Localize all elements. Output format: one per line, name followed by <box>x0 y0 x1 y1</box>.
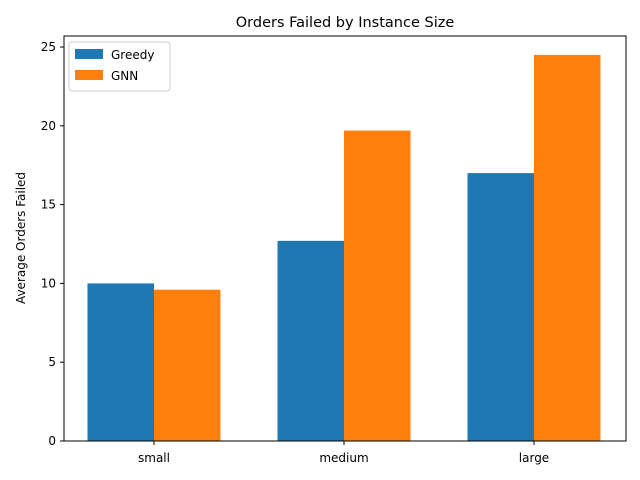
x-tick-label-medium: medium <box>319 451 368 465</box>
plot-frame <box>63 35 627 442</box>
x-tick-label-large: large <box>519 451 549 465</box>
bar-greedy-small <box>87 283 154 441</box>
bar-gnn-small <box>154 289 221 441</box>
plot-area <box>87 54 601 441</box>
y-tick-label: 15 <box>41 198 56 212</box>
y-tick-label: 10 <box>41 276 56 290</box>
bar-gnn-large <box>534 54 601 441</box>
y-tick-label: 5 <box>48 355 56 369</box>
legend-swatch-gnn <box>75 70 103 80</box>
bar-greedy-medium <box>277 240 344 441</box>
x-tick-label-small: small <box>138 451 170 465</box>
bar-greedy-large <box>467 173 534 441</box>
y-tick-label: 0 <box>48 434 56 448</box>
chart-title: Orders Failed by Instance Size <box>236 15 455 31</box>
x-axis: small medium large <box>138 441 549 465</box>
y-axis-label: Average Orders Failed <box>14 172 28 304</box>
legend-label-gnn: GNN <box>111 69 138 83</box>
legend: Greedy GNN <box>68 41 171 92</box>
legend-label-greedy: Greedy <box>111 48 154 62</box>
bar-gnn-medium <box>344 130 411 441</box>
y-axis: 0 5 10 15 20 25 <box>41 40 64 448</box>
y-tick-label: 25 <box>41 40 56 54</box>
y-tick-label: 20 <box>41 119 56 133</box>
legend-swatch-greedy <box>75 49 103 59</box>
